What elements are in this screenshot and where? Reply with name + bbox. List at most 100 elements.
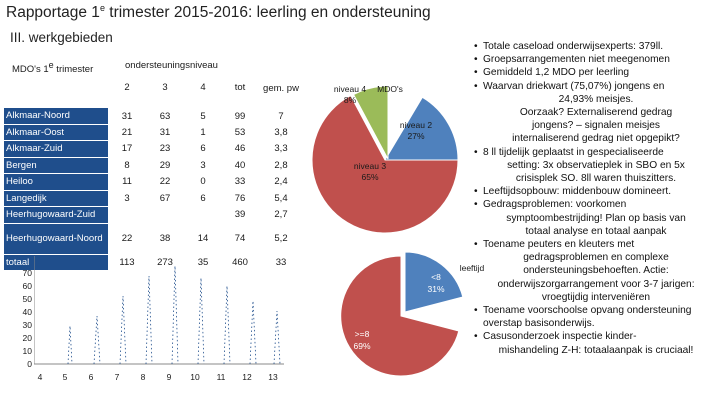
cell: 0 (200, 176, 206, 188)
label-niveau2: niveau 2 (399, 120, 433, 130)
cell: 53 (234, 126, 246, 138)
bullet-continuation: 24,93% meisjes. (558, 93, 634, 105)
bullet-item: Toename peuters en kleuters met (474, 238, 718, 251)
bullet-continuation: symptoombestrijding! Plan op basis van (506, 212, 686, 224)
header-cell: gem. pw (263, 83, 299, 94)
cell: 33 (234, 176, 246, 188)
cell: 8 (124, 159, 130, 171)
cell (184, 207, 222, 224)
bullet-item: Gedragsproblemen: voorkomen (474, 198, 718, 211)
row-name: Alkmaar-Oost (4, 124, 108, 141)
pie-slice-niveau4 (352, 85, 389, 160)
dotted-peak (223, 285, 231, 365)
y-tick: 50 (22, 294, 32, 304)
cell: 14 (197, 233, 209, 244)
cell: 40 (234, 159, 246, 171)
cell: 460 (232, 256, 248, 268)
cell: 5,4 (274, 192, 288, 204)
bullet-continuation: crisisplek SO. 8ll waren thuiszitters. (515, 173, 677, 185)
bullet-item: Groepsarrangementen niet meegenomen (474, 53, 718, 66)
cell: 3,3 (274, 143, 288, 155)
cell: 5 (200, 110, 206, 122)
x-tick: 12 (242, 372, 252, 382)
table-row: Heiloo 11 22 0 33 2,4 (4, 173, 304, 191)
table-row: Alkmaar-Noord 31 63 5 99 7 (4, 108, 304, 125)
bullet-continuation: jongens? – signalen meisjes (532, 120, 660, 132)
line-chart-area (34, 256, 284, 365)
table-row: Bergen 8 29 3 40 2,8 (4, 157, 304, 174)
dotted-peak (119, 295, 127, 365)
x-tick: 4 (37, 372, 43, 382)
pie-slice-ge8 (340, 255, 460, 377)
pie-slice-niveau3 (311, 94, 459, 234)
cell: 11 (122, 176, 132, 188)
label-niveau3: niveau 3 (353, 161, 387, 171)
row-name: Bergen (4, 157, 108, 174)
bullet-continuation: setting: 3x observatieplek in SBO en 5x (507, 159, 685, 171)
bullet-continuation: overstap basisonderwijs. (483, 318, 595, 330)
bullet-item: Casusonderzoek inspectie kinder- (474, 330, 718, 343)
cell: 3 (200, 159, 206, 171)
dotted-peak (93, 315, 101, 365)
value-niveau2: 27% (407, 131, 425, 141)
x-tick: 11 (216, 372, 226, 382)
y-tick: 0 (27, 359, 32, 369)
cell: 46 (234, 143, 246, 155)
mdo-table: 2 3 4 tot gem. pw Alkmaar-Noord 31 63 5 … (4, 79, 304, 271)
cell: 39 (234, 209, 246, 221)
bullet-item: Gemiddeld 1,2 MDO per leerling (474, 66, 718, 79)
value-lt8: 31% (427, 284, 445, 294)
row-name: Heerhugowaard-Zuid (4, 206, 108, 224)
cell: 2,8 (274, 159, 288, 171)
cell: 99 (234, 110, 246, 122)
bullet-continuation: vroegtijdig interveniëren (541, 291, 651, 303)
bullet-continuation: gedragsproblemen en complexe (523, 252, 669, 264)
cell: 67 (159, 192, 171, 204)
table-row: totaal 113 273 35 460 33 (4, 254, 304, 271)
dotted-peak (197, 277, 205, 365)
header-cell: 2 (124, 82, 130, 93)
cell: 7 (278, 110, 284, 122)
cell: 3 (124, 192, 130, 204)
cell (146, 207, 184, 224)
cell: 5,2 (274, 233, 288, 244)
x-tick: 13 (268, 372, 278, 382)
header-cell: 3 (162, 82, 168, 93)
section-subtitle: III. werkgebieden (10, 30, 113, 45)
cell: 31 (121, 110, 133, 122)
bullet-item: Toename voorschoolse opvang ondersteunin… (474, 304, 718, 317)
cell: 23 (159, 143, 171, 155)
cell: 31 (159, 126, 171, 138)
pie-leeftijd-chart (340, 251, 464, 377)
table-row: Alkmaar-Oost 21 31 1 53 3,8 (4, 124, 304, 141)
y-tick: 60 (22, 281, 32, 291)
value-niveau4: 8% (343, 95, 357, 105)
cell: 2,4 (274, 176, 288, 188)
row-name: totaal (4, 254, 108, 271)
bullet-item: Totale caseload onderwijsexperts: 379ll. (474, 40, 718, 53)
value-niveau3: 65% (361, 172, 379, 182)
chart-y-axis: 70 60 50 40 30 20 10 0 (6, 268, 32, 369)
table-row: Alkmaar-Zuid 17 23 6 46 3,3 (4, 140, 304, 158)
cell: 6 (200, 143, 206, 155)
bullet-list: Totale caseload onderwijsexperts: 379ll.… (474, 40, 718, 357)
cell: 74 (234, 233, 246, 244)
header-cell: 4 (200, 82, 206, 93)
bullet-item: 8 ll tijdelijk geplaatst in gespecialise… (474, 146, 718, 159)
page-title: Rapportage 1e trimester 2015-2016: leerl… (6, 3, 431, 22)
cell: 22 (159, 176, 171, 188)
cell (108, 207, 146, 224)
header-cell: tot (234, 82, 246, 93)
cell: 21 (121, 126, 133, 138)
y-tick: 20 (22, 333, 32, 343)
cell: 63 (159, 110, 171, 122)
bullet-item: Leeftijdsopbouw: middenbouw domineert. (474, 185, 718, 198)
cell: 17 (121, 143, 133, 155)
table-header-row: 2 3 4 tot gem. pw (4, 79, 304, 108)
row-name: Langedijk (4, 190, 108, 207)
x-tick: 7 (114, 372, 120, 382)
niveau-header: ondersteuningsniveau (125, 60, 218, 71)
pie-slice-lt8 (404, 251, 464, 313)
cell: 3,8 (274, 126, 288, 138)
row-name: Alkmaar-Noord (4, 108, 108, 125)
